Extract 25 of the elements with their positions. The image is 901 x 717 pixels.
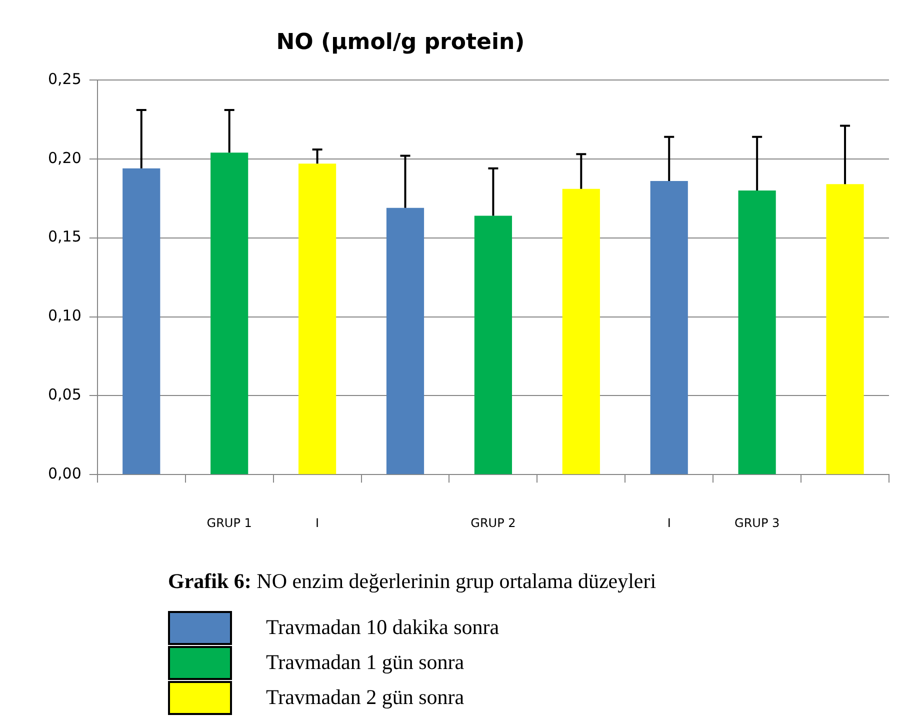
y-tick-label: 0,25 <box>48 70 82 88</box>
y-tick-label: 0,00 <box>48 464 82 482</box>
bar <box>738 190 776 474</box>
bar <box>650 181 688 474</box>
y-tick-label: 0,20 <box>48 148 82 167</box>
x-tick-label: GRUP 3 <box>734 516 780 530</box>
y-tick-label: 0,15 <box>48 228 82 246</box>
bar <box>122 168 160 474</box>
text: Grafik 6: NO enzim değerlerinin grup ortalama düzeyleri <box>168 569 656 594</box>
bar <box>298 164 336 474</box>
legend-label: Travmadan 2 gün sonra <box>266 685 464 710</box>
bar <box>210 152 248 474</box>
bar <box>826 184 864 474</box>
x-tick-label: I <box>316 516 320 530</box>
x-tick-label: GRUP 1 <box>206 516 252 530</box>
chart-title: NO (µmol/g protein) <box>276 30 525 55</box>
legend-label: Travmadan 1 gün sonra <box>266 650 464 675</box>
bar <box>562 188 600 474</box>
bar <box>474 216 512 474</box>
bar <box>386 208 424 474</box>
x-tick-label: GRUP 2 <box>470 516 516 530</box>
y-tick-label: 0,05 <box>48 386 82 404</box>
legend-label: Travmadan 10 dakika sonra <box>266 615 500 640</box>
x-tick-label: I <box>667 516 671 530</box>
y-tick-label: 0,10 <box>48 306 82 325</box>
